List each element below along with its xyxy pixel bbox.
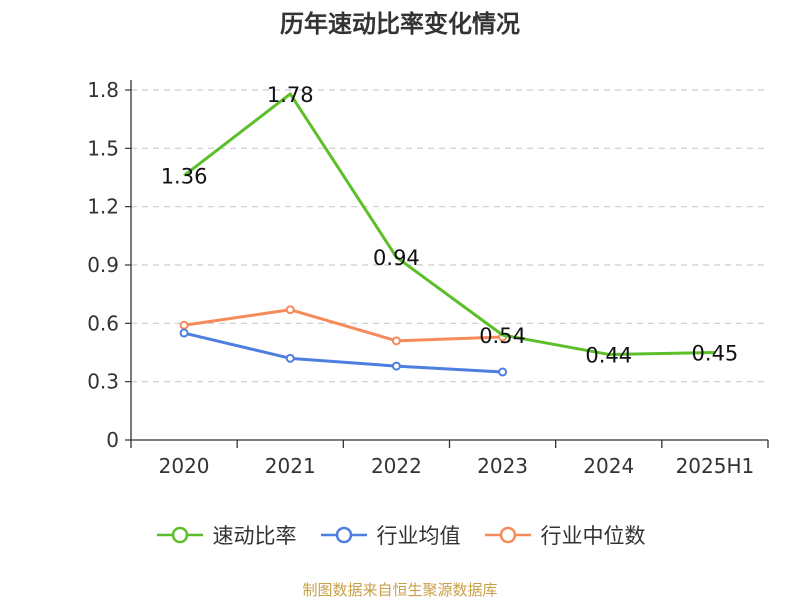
data-point xyxy=(391,336,401,346)
y-tick-label: 1.5 xyxy=(87,136,119,160)
series-line xyxy=(183,308,503,343)
x-tick-label: 2021 xyxy=(265,454,316,478)
legend-circle-icon xyxy=(171,526,188,544)
legend-item-industry-median[interactable]: 行业中位数 xyxy=(483,520,646,550)
source-note: 制图数据来自恒生聚源数据库 xyxy=(302,581,498,599)
legend-label: 行业中位数 xyxy=(540,524,646,548)
data-point xyxy=(285,353,295,363)
data-label: 0.44 xyxy=(585,343,632,367)
legend-label: 行业均值 xyxy=(376,524,461,548)
legend-item-industry-mean[interactable]: 行业均值 xyxy=(319,520,461,550)
data-label: 0.54 xyxy=(479,324,526,348)
y-tick-label: 0.3 xyxy=(87,370,119,394)
x-tick-label: 2022 xyxy=(371,454,422,478)
legend-marker-quick-ratio xyxy=(156,526,203,544)
data-point xyxy=(391,361,401,371)
data-point xyxy=(179,320,189,330)
data-point xyxy=(285,305,295,315)
legend-item-quick-ratio[interactable]: 速动比率 xyxy=(155,520,297,550)
data-label: 0.94 xyxy=(373,246,420,270)
legend-marker-industry-mean xyxy=(320,526,367,544)
series-line xyxy=(183,92,715,356)
y-tick-label: 0.9 xyxy=(87,253,119,277)
series-line xyxy=(183,331,503,374)
x-tick-label: 2025H1 xyxy=(676,454,755,478)
x-tick-label: 2024 xyxy=(583,454,634,478)
legend: 速动比率 行业均值 行业中位数 xyxy=(0,520,800,550)
legend-circle-icon xyxy=(335,526,352,544)
data-label: 0.45 xyxy=(692,342,739,366)
line-chart: 0 0.3 0.6 0.9 1.2 1.5 1.8 2020 2021 2022 2023 2024 2… xyxy=(87,78,769,478)
x-tick-label: 2020 xyxy=(159,454,210,478)
legend-marker-industry-median xyxy=(484,526,531,544)
y-tick-label: 1.8 xyxy=(87,78,119,102)
legend-label: 速动比率 xyxy=(212,524,297,548)
x-tick-label: 2023 xyxy=(477,454,528,478)
data-label: 1.36 xyxy=(161,165,208,189)
y-tick-label: 0 xyxy=(106,428,119,452)
data-point xyxy=(179,328,189,338)
y-tick-label: 0.6 xyxy=(87,311,119,335)
chart-title: 历年速动比率变化情况 xyxy=(280,10,520,38)
legend-circle-icon xyxy=(499,526,516,544)
data-point xyxy=(498,367,508,377)
y-tick-label: 1.2 xyxy=(87,195,119,219)
data-label: 1.78 xyxy=(267,83,314,107)
